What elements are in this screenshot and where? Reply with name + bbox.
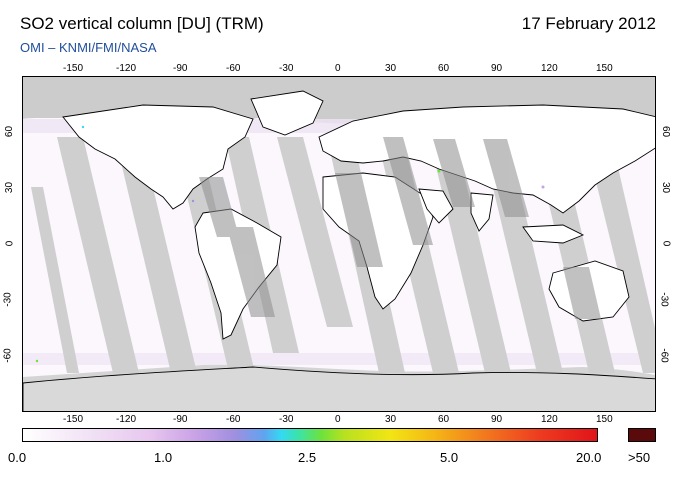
lat-tick-label: 30 (4, 181, 16, 194)
colorbar-label: 20.0 (576, 450, 602, 465)
lat-tick-label: 0 (660, 240, 672, 247)
lat-tick-label: 0 (4, 240, 16, 247)
so2-map (22, 76, 656, 412)
lon-tick-label: -90 (173, 414, 188, 425)
data-credit: OMI – KNMI/FMI/NASA (20, 40, 157, 55)
lon-tick-label: -150 (63, 414, 84, 425)
lon-tick-label: 90 (491, 63, 503, 74)
map-date: 17 February 2012 (521, 14, 656, 33)
lat-tick-label: -30 (2, 292, 14, 307)
colorbar-overflow-swatch (628, 428, 656, 442)
lon-tick-label: 150 (596, 63, 613, 74)
lon-tick-label: -30 (279, 63, 294, 74)
so2-hotspots (35, 125, 545, 363)
lon-tick-label: 30 (385, 63, 397, 74)
lon-tick-label: -120 (116, 63, 137, 74)
lon-tick-label: 30 (385, 414, 397, 425)
lon-tick-label: 120 (541, 414, 558, 425)
lat-tick-label: -60 (2, 348, 14, 363)
colorbar-label: 1.0 (154, 450, 173, 465)
lon-tick-label: 60 (438, 414, 450, 425)
lon-tick-label: -90 (173, 63, 188, 74)
colorbar-label: 2.5 (298, 450, 317, 465)
landmasses (23, 90, 655, 411)
lon-tick-label: -150 (63, 63, 84, 74)
lon-tick-label: 120 (541, 63, 558, 74)
lon-tick-label: 0 (335, 63, 341, 74)
map-title: SO2 vertical column [DU] (TRM) (20, 14, 264, 33)
lon-tick-label: 90 (491, 414, 503, 425)
lon-tick-label: -60 (226, 63, 241, 74)
map-canvas (23, 77, 655, 411)
lon-tick-label: 150 (596, 414, 613, 425)
lon-tick-label: -30 (279, 414, 294, 425)
lat-tick-label: -60 (658, 348, 670, 363)
lon-tick-label: 0 (335, 414, 341, 425)
lon-tick-label: -120 (116, 414, 137, 425)
land-gap-overlap (199, 137, 601, 319)
lon-tick-label: 60 (438, 63, 450, 74)
lon-tick-label: -60 (226, 414, 241, 425)
lat-tick-label: -30 (658, 292, 670, 307)
colorbar-label: >50 (628, 450, 651, 465)
colorbar (22, 428, 598, 442)
colorbar-label: 5.0 (440, 450, 459, 465)
lat-tick-label: 60 (4, 125, 16, 138)
lat-tick-label: 60 (660, 125, 672, 138)
colorbar-label: 0.0 (8, 450, 27, 465)
lat-tick-label: 30 (660, 181, 672, 194)
